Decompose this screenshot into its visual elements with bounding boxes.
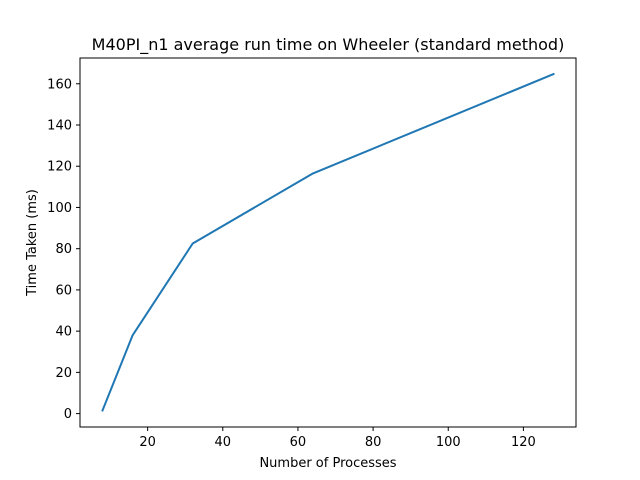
y-tick-label: 80 [55, 242, 72, 257]
axes-frame [79, 57, 577, 428]
x-axis-label: Number of Processes [259, 456, 396, 471]
x-tick-label: 100 [436, 435, 461, 450]
y-tick-label: 20 [55, 366, 72, 381]
y-tick-label: 0 [64, 407, 72, 422]
y-tick-label: 60 [55, 283, 72, 298]
y-tick-label: 160 [47, 77, 72, 92]
y-tick-label: 140 [47, 118, 72, 133]
series-line [101, 72, 555, 412]
y-tick-label: 40 [55, 325, 72, 340]
x-axis-ticks: 20 40 60 80 100 120 [139, 427, 536, 450]
y-tick-label: 120 [47, 160, 72, 175]
x-tick-label: 40 [215, 435, 232, 450]
x-tick-label: 20 [139, 435, 156, 450]
x-tick-label: 60 [290, 435, 307, 450]
y-axis-label: Time Taken (ms) [25, 189, 40, 297]
x-tick-label: 80 [365, 435, 382, 450]
axes-background [80, 58, 576, 427]
plot-area [79, 57, 577, 428]
x-tick-label: 120 [511, 435, 536, 450]
chart-title: M40PI_n1 average run time on Wheeler (st… [92, 35, 565, 55]
y-tick-label: 100 [47, 201, 72, 216]
y-axis-ticks: 0 20 40 60 80 100 120 140 160 [47, 77, 80, 422]
